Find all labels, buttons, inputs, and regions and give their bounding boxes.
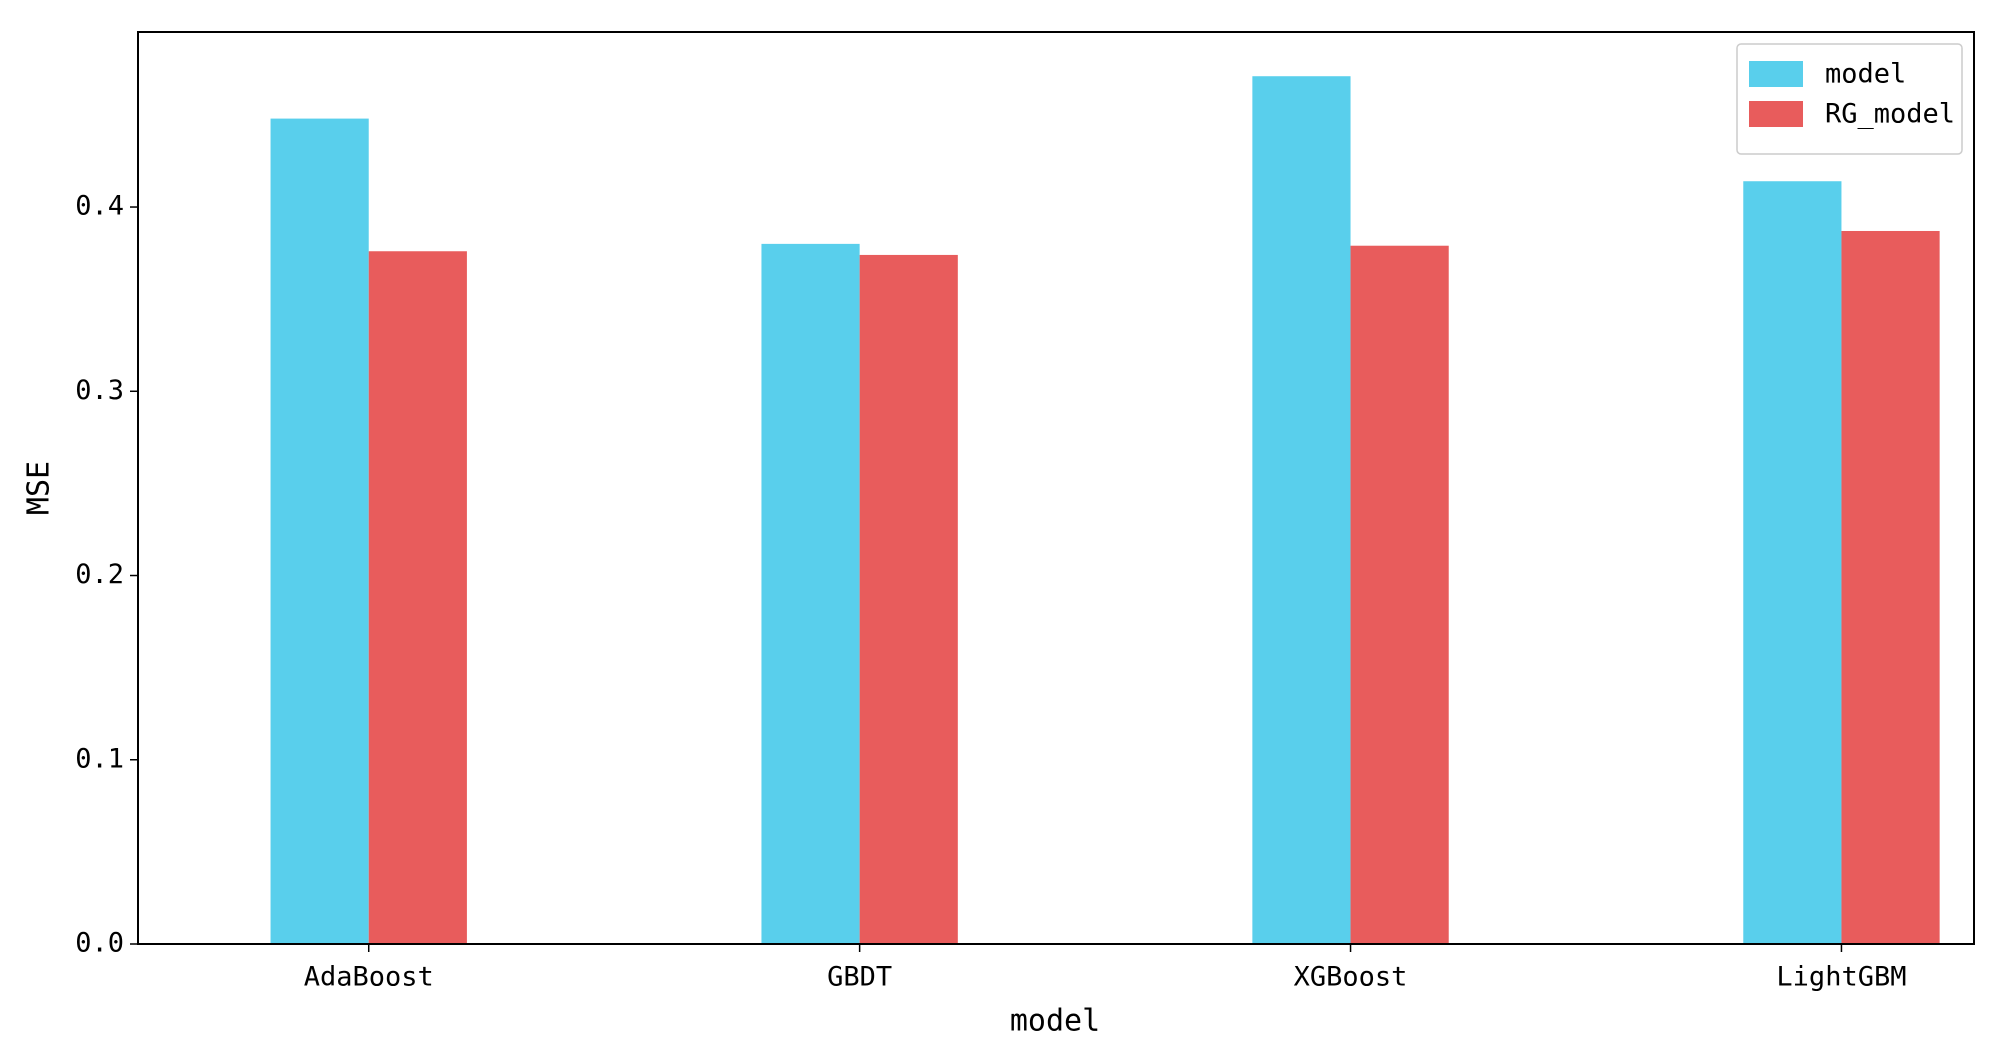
x-tick-label: LightGBM (1776, 962, 1906, 993)
y-tick-label: 0.3 (75, 375, 124, 406)
bar (761, 243, 860, 944)
bar (859, 254, 958, 944)
legend-label: RG_model (1825, 99, 1955, 130)
legend-label: model (1825, 59, 1906, 90)
y-tick-label: 0.1 (75, 743, 124, 774)
x-axis-label: model (1010, 1004, 1100, 1039)
legend-swatch (1749, 61, 1803, 87)
x-tick-label: GBDT (827, 962, 892, 993)
y-tick-label: 0.2 (75, 559, 124, 590)
bar (1252, 76, 1351, 944)
x-tick-label: XGBoost (1294, 962, 1408, 993)
bar (1743, 181, 1842, 945)
y-tick-label: 0.0 (75, 928, 124, 959)
legend-swatch (1749, 101, 1803, 127)
bar (368, 251, 467, 945)
x-tick-label: AdaBoost (304, 962, 434, 993)
bar (1350, 245, 1449, 945)
y-axis-label: MSE (22, 461, 57, 515)
plot-frame (137, 31, 1975, 945)
bar (270, 118, 369, 945)
y-tick-label: 0.4 (75, 191, 124, 222)
bar (1841, 230, 1940, 944)
